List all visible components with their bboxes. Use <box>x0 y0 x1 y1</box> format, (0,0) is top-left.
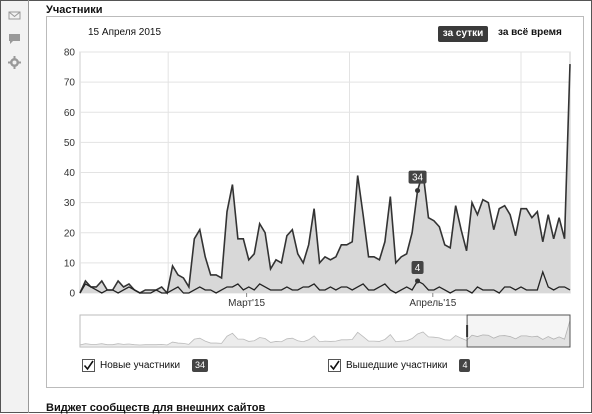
y-tick-label: 40 <box>64 168 76 179</box>
widget-section-title: Виджет сообществ для внешних сайтов <box>46 402 266 414</box>
mail-icon[interactable] <box>8 9 21 22</box>
checkmark-icon <box>329 360 340 370</box>
y-tick-label: 50 <box>64 138 76 149</box>
legend-new-members[interactable]: Новые участники 34 <box>82 357 209 373</box>
left-sidebar <box>1 1 28 412</box>
sidebar-divider <box>28 0 29 413</box>
range-day-button[interactable]: за сутки <box>438 26 488 42</box>
left-members-checkbox[interactable] <box>328 358 341 372</box>
left-members-count: 4 <box>459 358 471 372</box>
x-tick-label: Март'15 <box>228 298 265 309</box>
new-members-tooltip <box>408 170 427 184</box>
stats-panel <box>46 16 584 388</box>
new-members-label: Новые участники <box>100 359 181 371</box>
navigator-series <box>79 320 571 348</box>
new-members-point <box>415 188 421 194</box>
left-members-line <box>79 269 571 294</box>
y-tick-label: 30 <box>64 198 76 209</box>
gear-icon[interactable] <box>8 56 21 69</box>
date-label: 15 Апреля 2015 <box>88 27 162 38</box>
y-tick-label: 10 <box>64 258 76 269</box>
comment-icon[interactable] <box>8 32 21 45</box>
new-members-count: 34 <box>192 358 209 372</box>
y-tick-label: 80 <box>64 48 76 59</box>
legend-left-members[interactable]: Вышедшие участники 4 <box>328 357 471 373</box>
left-members-point <box>415 278 421 284</box>
left-members-tooltip <box>411 260 424 274</box>
range-all-button[interactable]: за всё время <box>498 27 562 38</box>
left-members-label: Вышедшие участники <box>346 359 448 371</box>
left-members-tooltip-label: 4 <box>415 263 421 274</box>
new-members-tooltip-label: 34 <box>412 173 424 184</box>
new-members-checkbox[interactable] <box>82 358 95 372</box>
navigator-selection <box>466 314 571 348</box>
y-tick-label: 70 <box>64 78 76 89</box>
section-title: Участники <box>46 4 103 16</box>
new-members-area <box>80 64 570 293</box>
new-members-line <box>79 64 571 295</box>
y-tick-label: 0 <box>69 289 75 300</box>
checkmark-icon <box>83 360 94 370</box>
y-tick-label: 20 <box>64 228 76 239</box>
x-tick-label: Апрель'15 <box>409 298 456 309</box>
y-tick-label: 60 <box>64 108 76 119</box>
